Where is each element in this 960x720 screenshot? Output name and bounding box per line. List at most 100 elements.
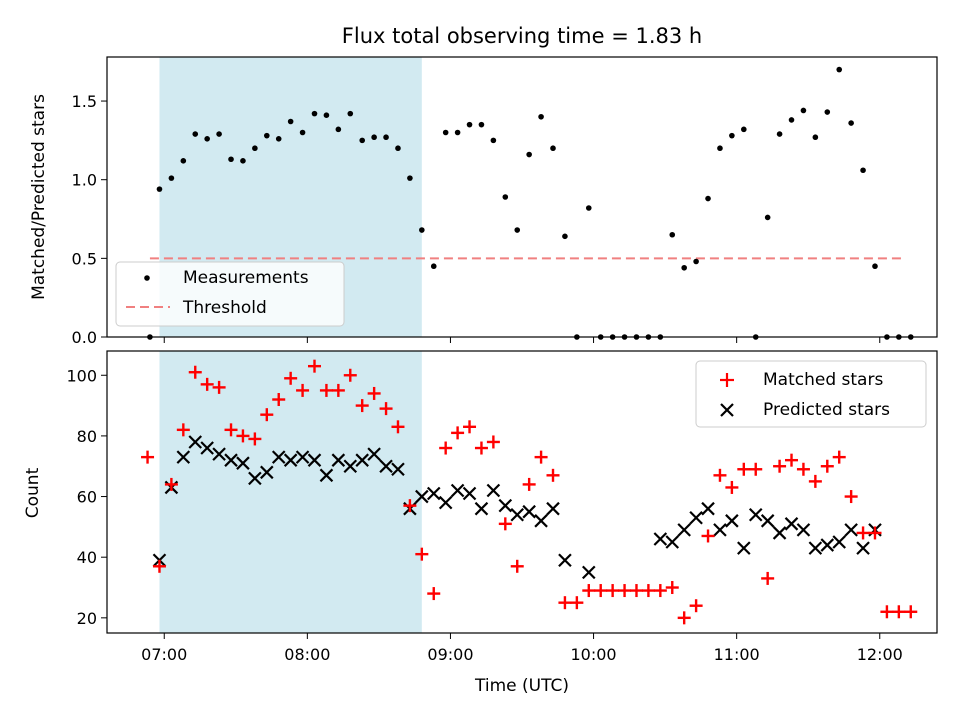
measurement-point bbox=[299, 129, 306, 136]
predicted-point bbox=[379, 459, 393, 474]
measurement-point bbox=[717, 145, 723, 152]
matched-point bbox=[188, 365, 202, 379]
predicted-point bbox=[820, 538, 835, 552]
measurement-point bbox=[228, 156, 234, 163]
measurement-point bbox=[872, 263, 878, 270]
matched-point bbox=[713, 468, 727, 482]
predicted-point bbox=[582, 565, 596, 580]
bottom-plot-frame bbox=[106, 350, 938, 634]
measurement-point bbox=[240, 158, 246, 164]
matched-point bbox=[355, 399, 369, 413]
matched-point bbox=[689, 599, 703, 613]
x-tick-label: 07:00 bbox=[141, 645, 187, 664]
matched-point bbox=[248, 432, 262, 446]
measurement-point bbox=[371, 134, 377, 141]
bottom-panel: 20 40 60 80 100 07:00 08:00 09:00 10:00 11:00 12:… bbox=[23, 350, 938, 696]
matched-point bbox=[570, 596, 584, 610]
matched-point bbox=[343, 368, 357, 382]
top-legend: Measurements Threshold bbox=[115, 261, 345, 327]
top-y-axis-label: Matched/Predicted stars bbox=[29, 94, 49, 300]
matched-point bbox=[427, 587, 441, 601]
measurement-point bbox=[335, 126, 342, 133]
matched-point bbox=[164, 477, 178, 491]
matched-point bbox=[844, 490, 858, 504]
matched-point bbox=[546, 468, 560, 482]
predicted-point bbox=[212, 447, 226, 461]
matched-point bbox=[403, 499, 417, 513]
measurement-point bbox=[788, 117, 795, 123]
measurement-point bbox=[669, 231, 676, 238]
matched-point bbox=[510, 559, 524, 573]
matched-point bbox=[868, 526, 882, 540]
legend-predicted-marker bbox=[720, 403, 734, 417]
predicted-point bbox=[689, 510, 703, 525]
matched-point bbox=[224, 423, 238, 437]
matched-point bbox=[296, 383, 310, 397]
measurement-point bbox=[263, 132, 270, 139]
x-tick-label: 12:00 bbox=[857, 645, 903, 664]
y-tick-label: 80 bbox=[77, 427, 97, 446]
matched-point bbox=[284, 371, 298, 385]
measurement-point bbox=[156, 186, 163, 192]
matched-point bbox=[880, 605, 894, 619]
measurement-point bbox=[383, 134, 389, 141]
predicted-point bbox=[784, 517, 799, 531]
matched-point bbox=[618, 584, 632, 598]
predicted-point bbox=[236, 456, 250, 470]
measurement-point bbox=[180, 158, 187, 164]
matched-point bbox=[260, 408, 274, 422]
matched-point bbox=[558, 596, 572, 610]
measurement-point bbox=[585, 205, 592, 211]
measurement-point bbox=[216, 131, 222, 137]
predicted-point bbox=[200, 441, 214, 455]
predicted-point bbox=[748, 507, 763, 522]
matched-point bbox=[856, 526, 870, 540]
predicted-point bbox=[534, 514, 548, 528]
y-tick-label: 0.5 bbox=[72, 249, 97, 268]
bottom-legend: Matched stars Predicted stars bbox=[695, 360, 927, 428]
legend-matched-marker bbox=[720, 373, 734, 387]
predicted-point bbox=[462, 486, 477, 501]
matched-point bbox=[272, 393, 286, 407]
y-tick-label: 0.0 bbox=[72, 328, 97, 347]
matched-point bbox=[486, 435, 500, 449]
legend-measurements-marker bbox=[144, 275, 150, 281]
measurement-point bbox=[693, 258, 699, 265]
matched-point bbox=[594, 584, 608, 598]
matched-point bbox=[212, 380, 226, 394]
measurement-point bbox=[741, 126, 747, 133]
legend-threshold-label: Threshold bbox=[182, 298, 267, 318]
matched-point bbox=[451, 426, 465, 440]
predicted-point bbox=[844, 523, 858, 537]
measurement-point bbox=[430, 263, 437, 270]
matched-point bbox=[701, 529, 715, 543]
predicted-point bbox=[343, 459, 358, 474]
measurement-point bbox=[836, 66, 843, 73]
measurement-point bbox=[287, 118, 294, 125]
matched-point bbox=[415, 547, 429, 561]
x-tick-label: 11:00 bbox=[714, 645, 760, 664]
predicted-point bbox=[772, 526, 787, 540]
top-panel: 0.0 0.5 1.0 1.5 Matched/Predicted stars Mea… bbox=[29, 56, 938, 347]
measurement-point bbox=[550, 145, 556, 152]
x-tick-label: 10:00 bbox=[570, 645, 616, 664]
matched-point bbox=[892, 605, 906, 619]
predicted-point bbox=[760, 514, 775, 528]
predicted-point bbox=[701, 501, 715, 516]
measurement-point bbox=[252, 145, 258, 152]
matched-point bbox=[474, 441, 488, 455]
y-tick-label: 40 bbox=[77, 548, 97, 567]
predicted-point bbox=[725, 514, 739, 528]
measurement-point bbox=[490, 137, 497, 144]
measurement-point bbox=[800, 107, 807, 114]
x-tick-label: 09:00 bbox=[427, 645, 473, 664]
measurement-point bbox=[466, 121, 473, 128]
x-tick-label: 08:00 bbox=[284, 645, 330, 664]
measurement-point bbox=[478, 121, 485, 128]
matched-point bbox=[141, 450, 155, 464]
predicted-point bbox=[331, 453, 346, 467]
predicted-point bbox=[486, 483, 501, 498]
matched-point bbox=[832, 450, 846, 464]
bottom-y-axis-label: Count bbox=[23, 467, 43, 518]
bottom-shaded-window bbox=[159, 351, 422, 633]
